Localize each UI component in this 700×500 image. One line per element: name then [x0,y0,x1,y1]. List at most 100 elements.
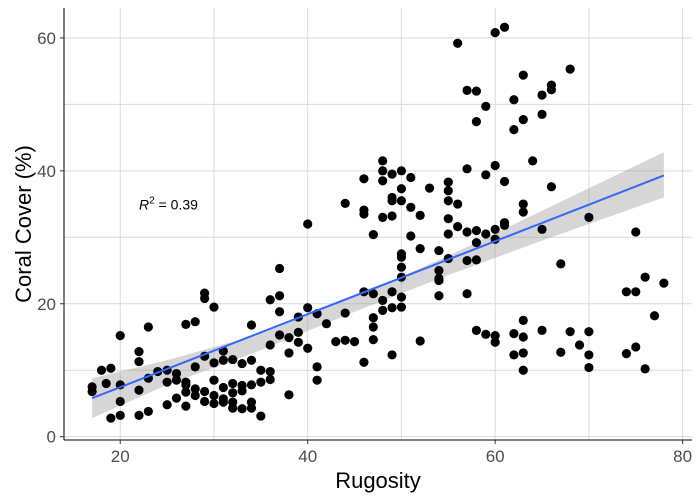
data-point [218,382,228,393]
data-point [181,377,191,387]
data-point [453,222,463,232]
data-point [181,387,191,397]
data-point [481,229,491,239]
tick-labels: 20 40 60 80 0 20 40 60 [37,29,692,466]
data-point [509,329,519,339]
data-point [284,348,294,358]
data-point [406,202,416,212]
data-point [640,364,650,374]
data-point [246,380,257,390]
confidence-band-layer [92,152,664,419]
r-squared-annotation: R2 = 0.39 [139,195,198,212]
data-point [443,177,453,187]
data-point [406,172,416,183]
data-point [303,219,313,229]
data-point [462,164,472,174]
data-point [471,238,482,248]
data-point [453,38,463,48]
data-point [331,337,341,347]
data-point [471,117,482,127]
data-point [256,411,266,421]
data-point [237,404,247,414]
data-point [528,156,538,166]
data-point [490,331,500,341]
data-point [134,385,144,395]
data-point [378,305,388,315]
data-point [199,386,210,397]
fit-line-layer [91,174,665,400]
data-point [228,354,238,365]
data-point [518,365,528,375]
data-point [574,340,585,350]
data-point [274,291,285,301]
y-axis-title: Coral Cover (%) [11,145,36,303]
axes [63,8,692,441]
data-point [462,85,472,96]
data-point [387,211,397,221]
data-point [359,174,369,184]
data-point [303,343,313,353]
data-point [649,311,660,321]
data-point [171,393,182,403]
x-tick-label: 60 [486,447,505,466]
data-point [462,227,472,237]
data-point [406,231,416,241]
data-point [218,355,228,365]
data-point [396,196,407,206]
data-point [321,319,332,329]
data-point [387,196,397,206]
data-point [396,262,407,272]
data-point [565,327,575,337]
data-point [434,275,444,286]
data-point [190,384,200,394]
data-point [443,196,453,206]
data-point [387,350,397,360]
data-point [134,410,144,421]
data-point [340,308,350,318]
data-point [518,332,528,342]
data-point [228,403,238,413]
data-point [190,390,200,401]
data-point [499,220,510,230]
data-point [256,365,266,375]
data-point [471,255,482,265]
data-point [537,325,547,335]
data-point [378,295,388,306]
data-point [443,186,453,196]
data-point [265,366,275,377]
data-point [546,182,557,192]
data-points [87,22,669,423]
data-point [621,349,631,359]
data-point [659,278,669,288]
data-point [209,302,219,312]
data-point [209,375,219,385]
data-point [481,329,491,339]
x-axis-title: Rugosity [335,468,421,493]
x-tick-label: 80 [673,447,692,466]
data-point [415,336,425,346]
data-point [631,227,641,237]
r-squared-equals: = [155,196,171,212]
data-point [415,210,425,220]
data-point [293,327,303,337]
data-point [228,378,238,389]
data-point [274,307,285,317]
data-point [115,331,125,341]
data-point [631,342,641,352]
data-point [209,390,219,401]
data-point [368,289,378,299]
data-point [162,400,172,410]
data-point [415,243,425,254]
data-point [246,320,257,330]
data-point [565,64,575,74]
data-point [556,259,566,269]
data-point [378,176,388,186]
data-point [190,362,200,372]
data-point [537,90,547,100]
data-point [518,207,528,217]
data-point [396,292,407,302]
data-point [256,377,266,387]
data-point [199,293,210,304]
data-point [340,198,350,208]
